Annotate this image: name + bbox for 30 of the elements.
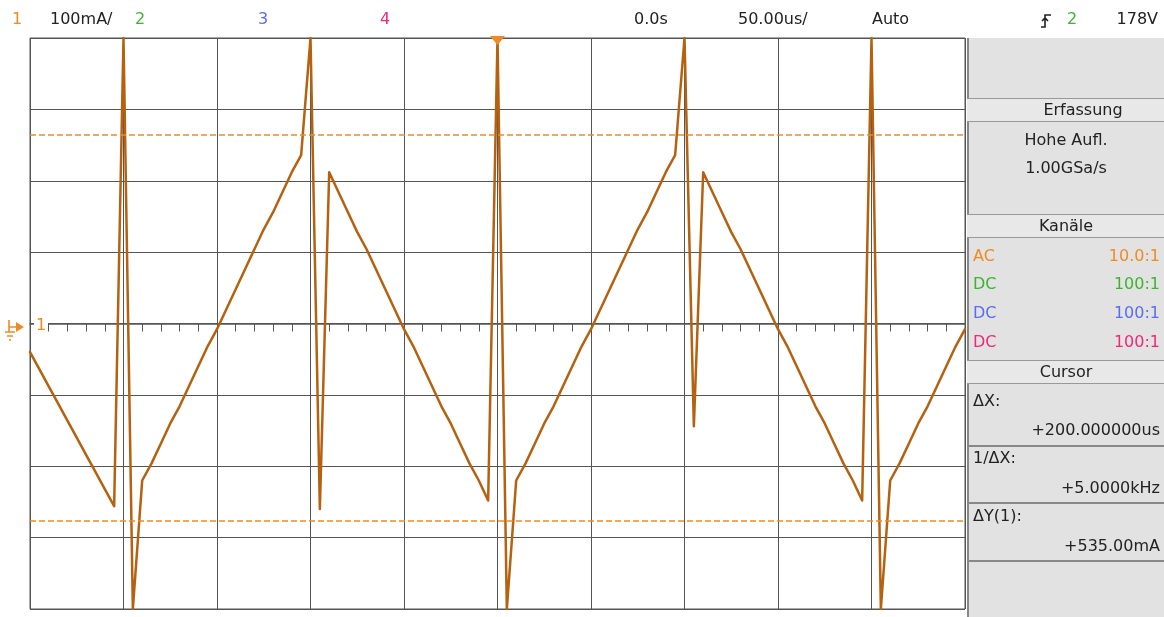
text: Erfassung [1043,100,1123,119]
text: AC [973,246,995,265]
text: DC [973,303,997,322]
text: 1/ΔX: [973,448,1016,467]
text: 100:1 [1113,274,1160,293]
text: 1 [12,9,23,28]
text: ΔY(1): [973,506,1022,525]
text: 50.00us/ [738,9,808,28]
text: +200.000000us [1031,420,1160,439]
text: 2 [1067,9,1078,28]
text: 0.0s [634,9,668,28]
text: Hohe Aufl. [1024,130,1108,149]
text: 100:1 [1113,303,1160,322]
text: +535.00mA [1064,536,1160,555]
text: 1.00GSa/s [1025,158,1107,177]
text: 100:1 [1113,332,1160,351]
text: Auto [872,9,910,28]
text: 4 [380,9,391,28]
text: DC [973,332,997,351]
annotation: 1 [34,315,49,334]
text: Cursor [1039,362,1093,381]
text: +5.0000kHz [1060,478,1160,497]
text: ΔX: [973,391,1001,410]
text: 3 [258,9,269,28]
text: 100mA/ [50,9,113,28]
text: 2 [135,9,146,28]
text: 10.0:1 [1108,246,1160,265]
text: 178V [1116,9,1158,28]
text: DC [973,274,997,293]
text: Kanäle [1038,216,1094,235]
